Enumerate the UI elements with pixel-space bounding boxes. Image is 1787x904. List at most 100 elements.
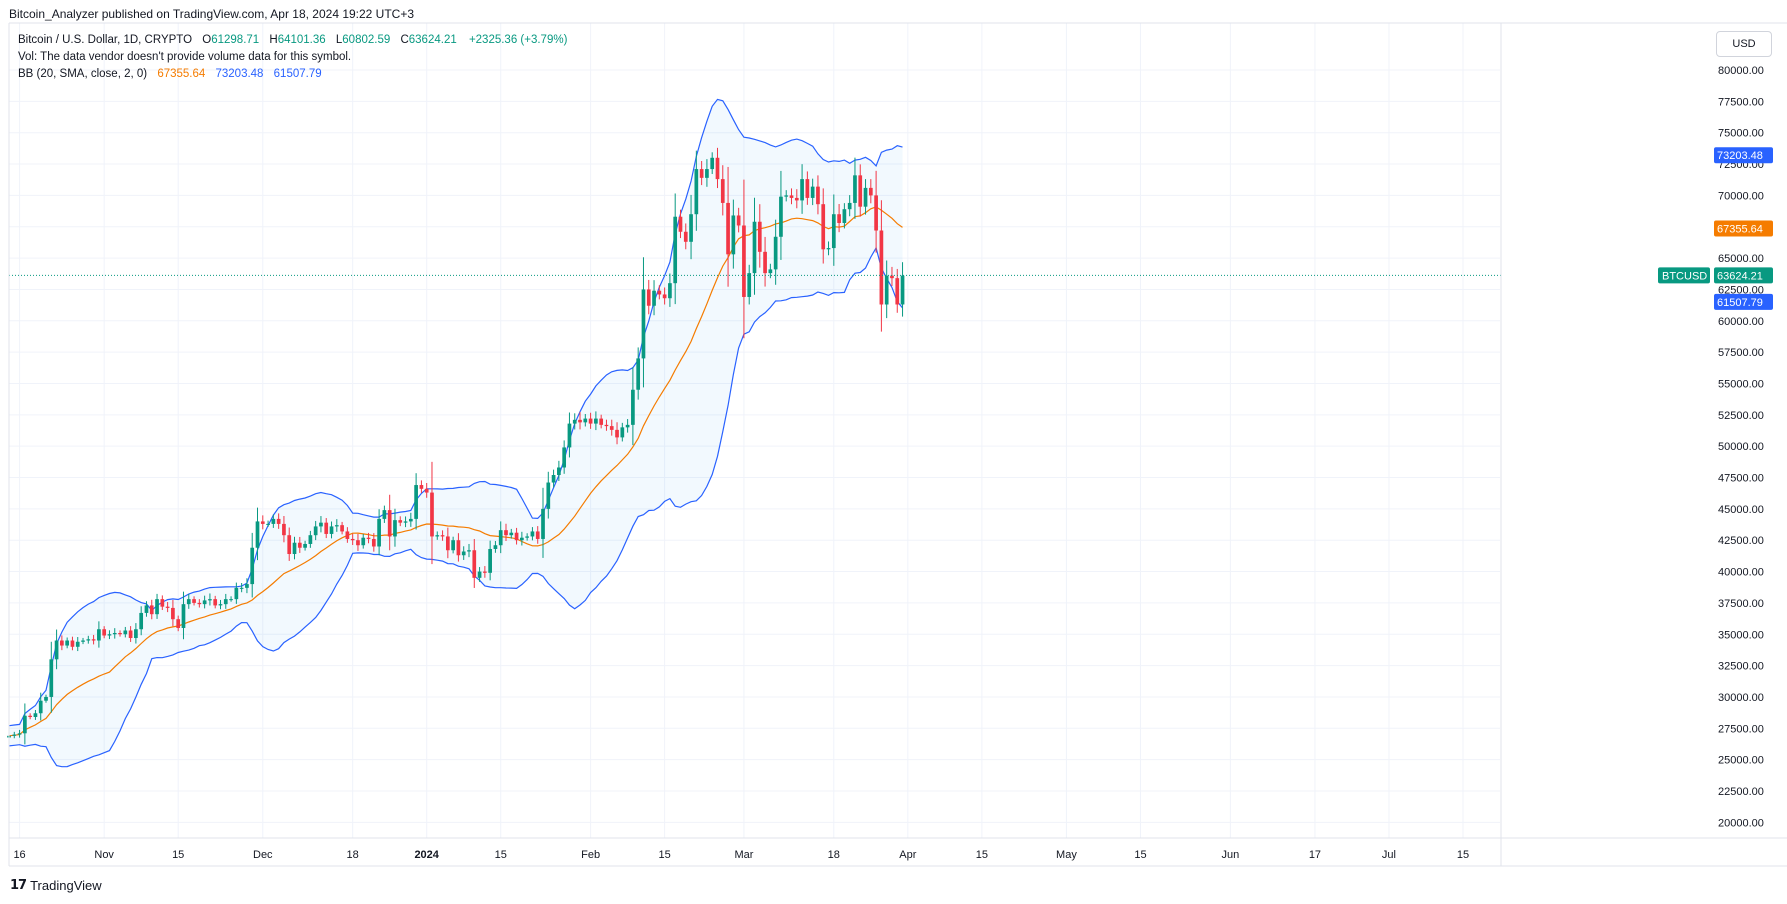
- candle-body: [97, 629, 101, 641]
- candle: [91, 634, 96, 645]
- legend-bb: BB (20, SMA, close, 2, 0) 67355.64 73203…: [18, 68, 322, 80]
- candle: [551, 469, 556, 488]
- candle-body: [641, 289, 646, 359]
- candle-body: [763, 251, 767, 274]
- candle: [276, 513, 281, 529]
- candle-body: [112, 632, 117, 635]
- candle-body: [75, 641, 80, 647]
- candle: [467, 543, 471, 558]
- candle: [615, 422, 619, 445]
- candle: [789, 188, 794, 205]
- candle: [403, 516, 408, 528]
- candle: [472, 538, 477, 588]
- candle-body: [747, 273, 752, 297]
- candle: [28, 713, 32, 720]
- candle: [49, 641, 54, 713]
- candle-body: [387, 510, 392, 537]
- candle: [128, 626, 133, 642]
- price-tick-label: 37500.00: [1718, 598, 1764, 610]
- time-tick-label: 18: [347, 849, 359, 861]
- candle: [625, 419, 630, 433]
- candle-body: [546, 482, 551, 509]
- candle-body: [757, 221, 762, 252]
- candle-body: [668, 283, 672, 299]
- candle-body: [440, 535, 445, 537]
- candle-body: [736, 215, 741, 226]
- candle: [70, 636, 75, 651]
- time-axis-labels: 16 Nov 15 Dec 18 2024 15 Feb 15 Mar 18 Apr 15 May 15 Ju…: [13, 849, 1469, 861]
- candle-body: [530, 531, 535, 537]
- candle: [440, 530, 445, 541]
- price-tick-label: 80000.00: [1718, 65, 1764, 77]
- candle-body: [271, 518, 276, 524]
- candle-body: [768, 269, 773, 274]
- time-tick-label: Mar: [734, 849, 753, 861]
- time-tick-label: 16: [13, 849, 25, 861]
- candle-body: [239, 587, 244, 589]
- candle: [646, 279, 651, 315]
- candle-body: [705, 169, 709, 178]
- price-tick-label: 50000.00: [1718, 441, 1764, 453]
- tradingview-brand[interactable]: 𝟭𝟳 TradingView: [10, 877, 102, 893]
- currency-button[interactable]: USD: [1716, 31, 1772, 57]
- candle-body: [514, 532, 519, 541]
- candle-body: [276, 518, 281, 524]
- legend-main: Bitcoin / U.S. Dollar, 1D, CRYPTO O61298…: [18, 34, 567, 46]
- candle-body: [831, 214, 836, 249]
- candle-body: [520, 537, 524, 541]
- candle-body: [599, 418, 604, 425]
- candle-body: [467, 550, 471, 552]
- time-tick-label: Jul: [1382, 849, 1396, 861]
- candle: [504, 523, 508, 542]
- candle-body: [673, 216, 678, 284]
- candle-body: [403, 521, 408, 523]
- candle-body: [218, 604, 223, 606]
- candle: [350, 533, 355, 546]
- candle: [313, 520, 318, 541]
- candle: [97, 621, 101, 648]
- candle-body: [250, 547, 255, 585]
- candle-body: [44, 696, 48, 701]
- legend-close: 63624.21: [408, 34, 457, 46]
- time-tick-label: 15: [658, 849, 670, 861]
- candle-body: [726, 202, 730, 255]
- candle-body: [551, 475, 556, 483]
- candle: [726, 166, 730, 287]
- candle: [329, 521, 334, 539]
- candle-body: [472, 550, 477, 578]
- candle: [456, 533, 461, 562]
- price-tick-label: 55000.00: [1718, 378, 1764, 390]
- basis-tag-text: 67355.64: [1717, 224, 1763, 236]
- lower-band-tag: 61507.79: [1714, 293, 1773, 310]
- legend-title: Bitcoin / U.S. Dollar, 1D, CRYPTO: [18, 34, 193, 46]
- candle-body: [445, 536, 450, 551]
- candle-body: [160, 599, 165, 607]
- candle: [742, 179, 746, 339]
- candle: [868, 179, 873, 204]
- candle-body: [662, 294, 667, 299]
- candle-body: [752, 221, 757, 274]
- candle: [361, 533, 366, 549]
- candle: [525, 533, 529, 541]
- candle-body: [720, 179, 725, 203]
- candle-body: [779, 196, 783, 237]
- candle-body: [345, 531, 350, 539]
- candle-body: [800, 179, 804, 201]
- candle: [102, 626, 107, 639]
- candle-body: [451, 540, 455, 551]
- candle-body: [694, 169, 699, 215]
- candle: [292, 536, 297, 560]
- candle: [65, 637, 70, 649]
- candle: [620, 422, 625, 442]
- candle-body: [197, 602, 202, 605]
- candle-body: [430, 492, 434, 537]
- time-tick-label: 15: [495, 849, 507, 861]
- candle: [631, 367, 635, 446]
- candle-body: [86, 639, 91, 641]
- candle-body: [498, 530, 503, 546]
- price-tick-label: 25000.00: [1718, 755, 1764, 767]
- candle-body: [292, 542, 297, 555]
- candle: [668, 273, 672, 307]
- legend-bb-lower: 61507.79: [273, 68, 322, 80]
